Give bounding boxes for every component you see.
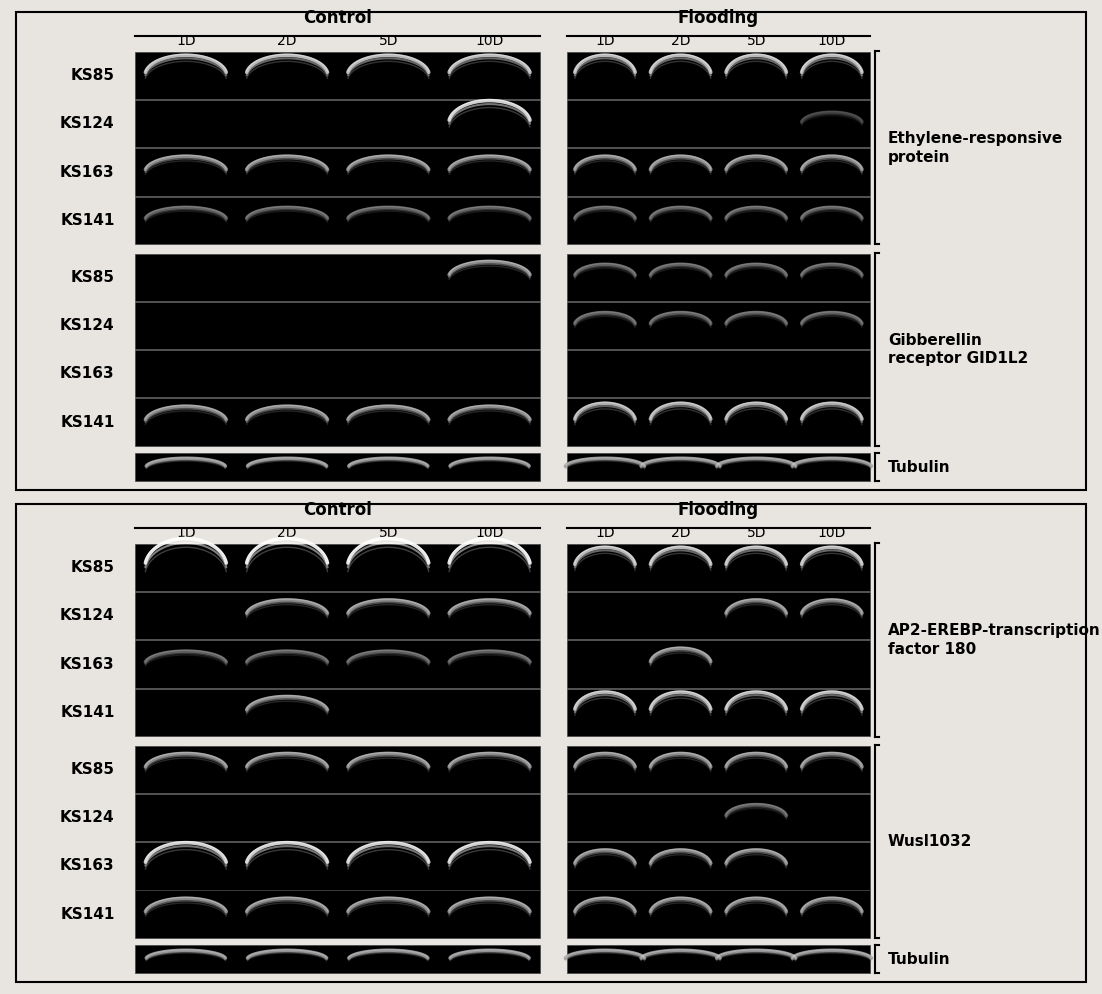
Bar <box>136 453 540 481</box>
Text: KS85: KS85 <box>71 560 115 576</box>
Bar <box>568 640 869 688</box>
Bar <box>568 302 869 349</box>
Text: 1D: 1D <box>176 34 196 48</box>
Text: 10D: 10D <box>475 526 504 540</box>
Text: Control: Control <box>303 501 372 519</box>
Bar <box>568 350 869 398</box>
Text: Flooding: Flooding <box>678 501 759 519</box>
Bar <box>568 746 869 793</box>
Text: KS141: KS141 <box>61 705 115 720</box>
Bar <box>568 592 869 639</box>
Bar <box>568 253 869 301</box>
Bar <box>136 640 540 688</box>
Bar <box>136 52 540 99</box>
Bar <box>568 52 869 99</box>
Bar <box>568 100 869 147</box>
Bar <box>568 148 869 196</box>
Bar <box>136 544 540 591</box>
Text: 5D: 5D <box>379 526 398 540</box>
Text: KS124: KS124 <box>61 318 115 333</box>
Text: KS124: KS124 <box>61 116 115 131</box>
Bar <box>568 399 869 445</box>
Bar <box>136 253 540 301</box>
Bar <box>136 945 540 973</box>
Bar <box>136 592 540 639</box>
Bar <box>136 842 540 890</box>
Text: 1D: 1D <box>176 526 196 540</box>
Bar <box>136 794 540 841</box>
Text: 10D: 10D <box>475 34 504 48</box>
Bar <box>136 302 540 349</box>
Text: KS163: KS163 <box>61 367 115 382</box>
Text: KS141: KS141 <box>61 213 115 228</box>
Bar <box>568 689 869 736</box>
Text: 1D: 1D <box>595 34 615 48</box>
Text: KS85: KS85 <box>71 269 115 285</box>
Bar <box>136 746 540 793</box>
Bar <box>136 689 540 736</box>
Text: KS163: KS163 <box>61 657 115 672</box>
Text: Gibberellin
receptor GID1L2: Gibberellin receptor GID1L2 <box>888 333 1028 367</box>
Text: 5D: 5D <box>746 34 766 48</box>
Text: 2D: 2D <box>671 526 690 540</box>
Text: Ethylene-responsive
protein: Ethylene-responsive protein <box>888 131 1063 165</box>
Text: KS124: KS124 <box>61 810 115 825</box>
Text: KS163: KS163 <box>61 859 115 874</box>
Bar <box>136 148 540 196</box>
Text: KS124: KS124 <box>61 608 115 623</box>
Text: 2D: 2D <box>278 34 296 48</box>
Text: 1D: 1D <box>595 526 615 540</box>
Text: KS85: KS85 <box>71 68 115 83</box>
Bar <box>568 453 869 481</box>
Text: KS141: KS141 <box>61 414 115 429</box>
Text: 2D: 2D <box>671 34 690 48</box>
Text: 10D: 10D <box>818 526 846 540</box>
Bar <box>568 842 869 890</box>
Bar <box>136 197 540 244</box>
Text: 5D: 5D <box>379 34 398 48</box>
Bar <box>136 350 540 398</box>
Text: 10D: 10D <box>818 34 846 48</box>
Text: 2D: 2D <box>278 526 296 540</box>
Text: Tubulin: Tubulin <box>888 952 951 967</box>
Text: KS141: KS141 <box>61 907 115 921</box>
Bar <box>136 100 540 147</box>
Bar <box>568 197 869 244</box>
Text: Control: Control <box>303 9 372 27</box>
Bar <box>568 794 869 841</box>
Text: Wusl1032: Wusl1032 <box>888 834 972 849</box>
Bar <box>568 945 869 973</box>
Text: 5D: 5D <box>746 526 766 540</box>
Text: KS163: KS163 <box>61 165 115 180</box>
Bar <box>568 891 869 937</box>
Text: Tubulin: Tubulin <box>888 460 951 475</box>
Text: Flooding: Flooding <box>678 9 759 27</box>
Bar <box>568 544 869 591</box>
Bar <box>136 891 540 937</box>
Text: KS85: KS85 <box>71 761 115 777</box>
Bar <box>136 399 540 445</box>
Text: AP2-EREBP-transcription
factor 180: AP2-EREBP-transcription factor 180 <box>888 623 1101 657</box>
